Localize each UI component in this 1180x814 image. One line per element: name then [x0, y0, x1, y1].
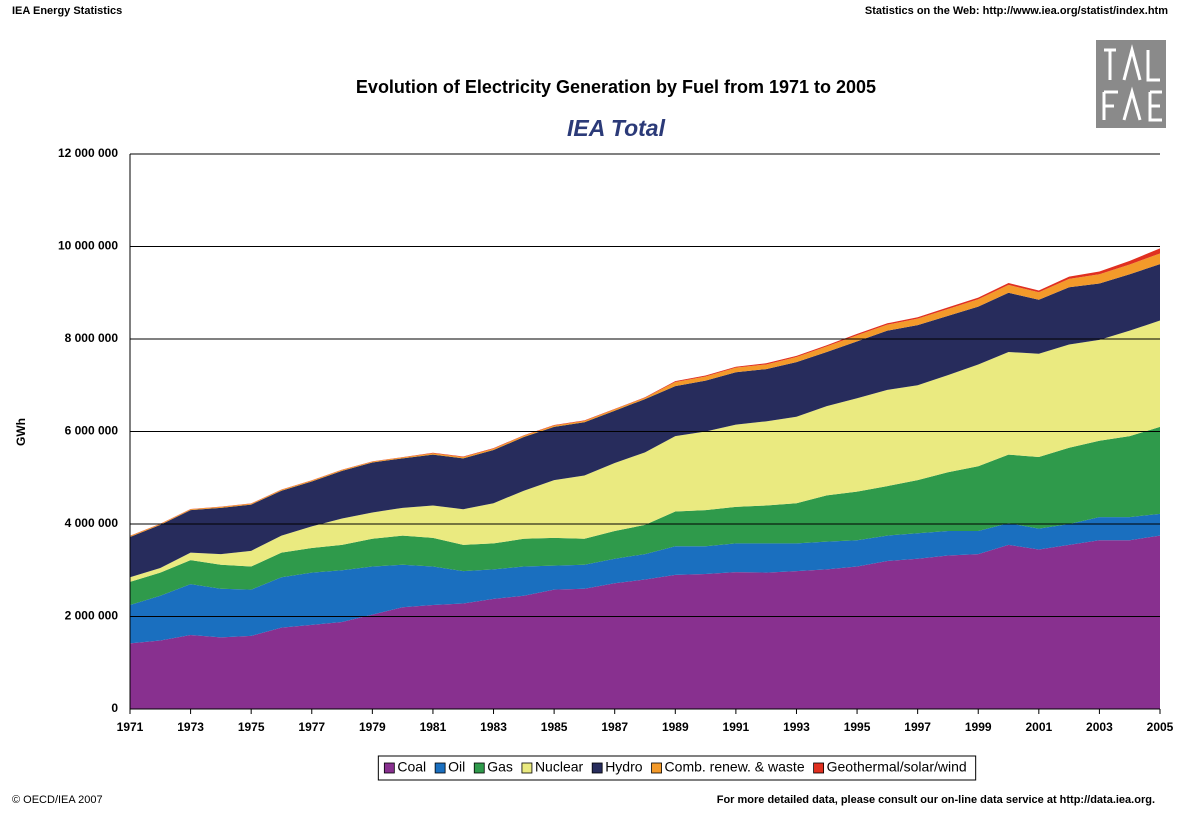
legend-label: Gas — [487, 759, 513, 775]
y-tick-label: 0 — [111, 701, 118, 715]
y-axis-label: GWh — [14, 418, 28, 446]
logo — [1096, 40, 1166, 128]
legend-swatch — [521, 762, 533, 774]
x-tick-label: 1985 — [541, 720, 568, 734]
x-tick-label: 1987 — [601, 720, 628, 734]
legend-swatch — [651, 762, 662, 774]
legend-label: Comb. renew. & waste — [665, 759, 805, 775]
x-tick-label: 1981 — [420, 720, 447, 734]
chart-subtitle: IEA Total — [567, 115, 666, 141]
y-tick-label: 2 000 000 — [65, 609, 119, 623]
x-tick-label: 1989 — [662, 720, 689, 734]
legend-swatch — [434, 762, 446, 774]
x-tick-label: 1991 — [723, 720, 750, 734]
legend-swatch — [473, 762, 485, 774]
legend-label: Oil — [448, 759, 465, 775]
y-tick-label: 8 000 000 — [65, 331, 119, 345]
legend-swatch — [383, 762, 395, 774]
chart-title: Evolution of Electricity Generation by F… — [356, 77, 876, 97]
y-tick-label: 10 000 000 — [58, 239, 118, 253]
area — [130, 513, 1160, 644]
x-tick-label: 1973 — [177, 720, 204, 734]
legend-label: Hydro — [605, 759, 643, 775]
y-tick-label: 12 000 000 — [58, 146, 118, 160]
x-tick-label: 1979 — [359, 720, 386, 734]
legend-label: Coal — [397, 759, 426, 775]
x-tick-label: 1983 — [480, 720, 507, 734]
y-tick-label: 4 000 000 — [65, 516, 119, 530]
header-right: Statistics on the Web: http://www.iea.or… — [865, 5, 1168, 17]
legend-label: Nuclear — [535, 759, 584, 775]
header-left: IEA Energy Statistics — [12, 5, 122, 17]
footer-right: For more detailed data, please consult o… — [717, 794, 1155, 806]
footer-left: © OECD/IEA 2007 — [12, 794, 103, 806]
x-tick-label: 2003 — [1086, 720, 1113, 734]
x-tick-label: 1999 — [965, 720, 992, 734]
area — [130, 248, 1160, 537]
legend-label: Geothermal/solar/wind — [827, 759, 967, 775]
legend-box — [377, 755, 977, 781]
y-tick-label: 6 000 000 — [65, 424, 119, 438]
area — [130, 264, 1160, 578]
x-tick-label: 1975 — [238, 720, 265, 734]
x-tick-label: 1995 — [844, 720, 871, 734]
area — [130, 426, 1160, 605]
legend-swatch — [813, 762, 825, 774]
x-tick-label: 2005 — [1147, 720, 1174, 734]
area — [130, 320, 1160, 582]
area — [130, 535, 1160, 709]
area — [130, 253, 1160, 537]
legend-swatch — [591, 762, 603, 774]
x-tick-label: 2001 — [1025, 720, 1052, 734]
x-tick-label: 1993 — [783, 720, 810, 734]
x-tick-label: 1971 — [117, 720, 144, 734]
x-tick-label: 1977 — [298, 720, 325, 734]
x-tick-label: 1997 — [904, 720, 931, 734]
